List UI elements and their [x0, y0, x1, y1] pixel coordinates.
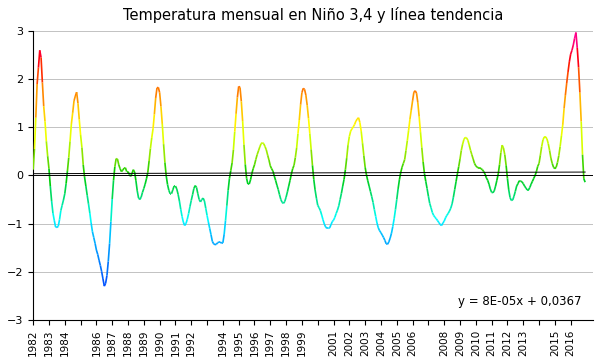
Title: Temperatura mensual en Niño 3,4 y línea tendencia: Temperatura mensual en Niño 3,4 y línea … [123, 7, 503, 23]
Text: y = 8E-05x + 0,0367: y = 8E-05x + 0,0367 [458, 295, 582, 308]
